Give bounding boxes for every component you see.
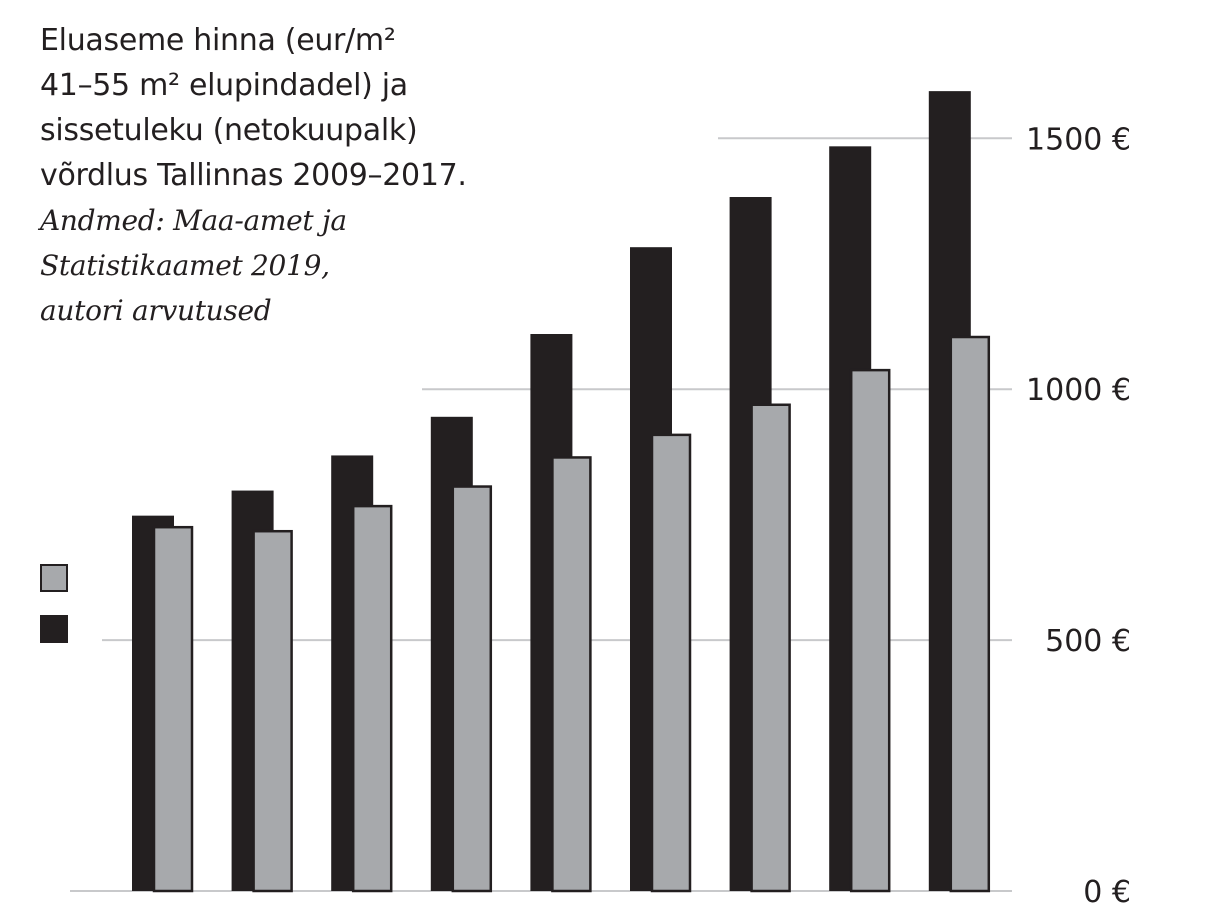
y-tick-label: 500 € bbox=[1045, 624, 1131, 659]
chart-title-line: 41–55 m² elupindadel) ja bbox=[40, 68, 408, 103]
bar-gray bbox=[551, 456, 592, 893]
chart-source-line: autori arvutused bbox=[40, 294, 272, 327]
bar-gray bbox=[949, 335, 991, 893]
legend-item-gray bbox=[40, 562, 80, 594]
bar-gray bbox=[351, 504, 393, 893]
legend-swatch-gray bbox=[40, 564, 68, 592]
bar-gray bbox=[152, 525, 194, 893]
chart-title-line: sissetuleku (netokuupalk) bbox=[40, 113, 418, 148]
bars bbox=[132, 91, 991, 893]
bar-gray bbox=[252, 529, 293, 893]
chart-source-line: Andmed: Maa-amet ja bbox=[40, 204, 347, 237]
bar-gray bbox=[650, 433, 692, 893]
legend-swatch-dark bbox=[40, 615, 68, 643]
chart-title-block: Eluaseme hinna (eur/m² 41–55 m² elupinda… bbox=[40, 18, 510, 333]
y-tick-labels: 0 € 500 € 1000 € 1500 € bbox=[1026, 122, 1131, 907]
y-tick-label: 0 € bbox=[1083, 875, 1131, 907]
chart-source-line: Statistikaamet 2019, bbox=[40, 249, 330, 282]
bar-gray bbox=[451, 485, 493, 893]
chart-title-line: võrdlus Tallinnas 2009–2017. bbox=[40, 158, 467, 193]
bar-gray bbox=[849, 368, 891, 893]
chart-title-line: Eluaseme hinna (eur/m² bbox=[40, 23, 396, 58]
y-tick-label: 1500 € bbox=[1026, 122, 1131, 157]
y-tick-label: 1000 € bbox=[1026, 373, 1131, 408]
legend-item-dark bbox=[40, 613, 80, 645]
legend bbox=[40, 562, 80, 664]
bar-gray bbox=[750, 403, 791, 893]
